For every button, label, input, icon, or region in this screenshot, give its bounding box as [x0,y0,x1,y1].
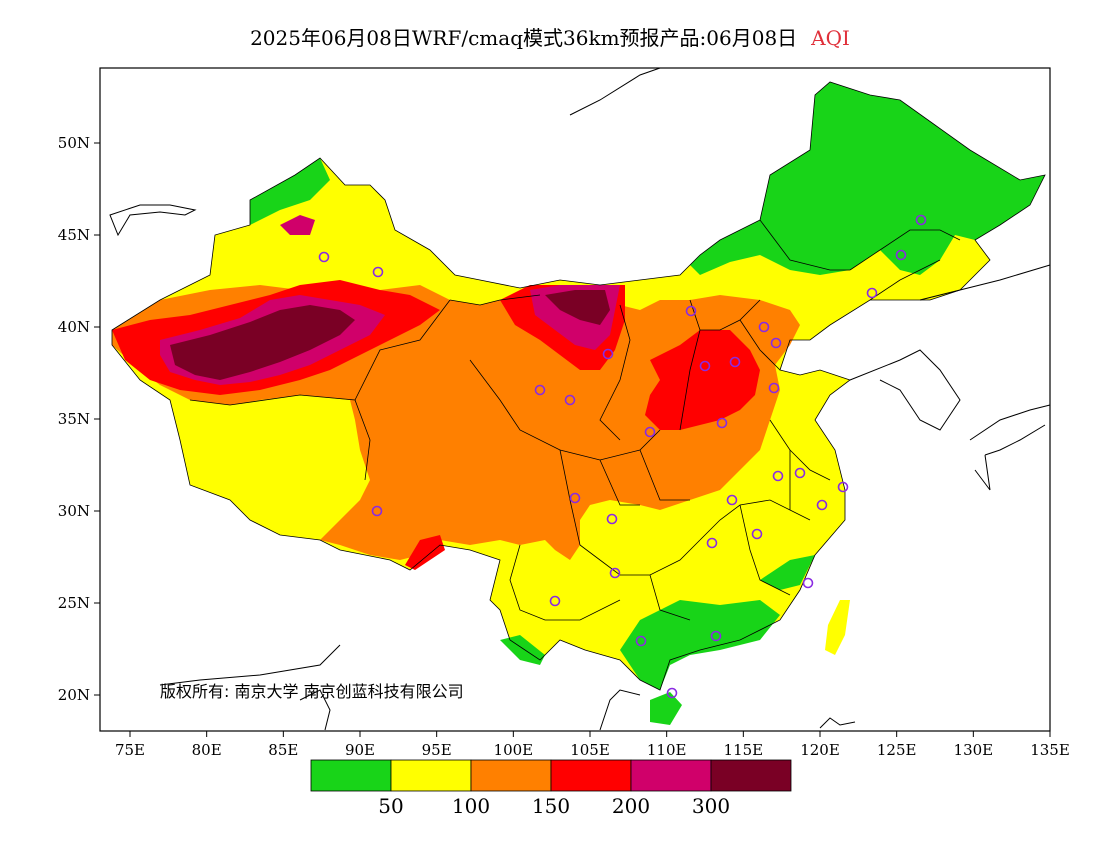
station-marker [816,499,828,511]
station-marker [758,321,770,333]
color-legend: 50 100 150 200 300 [310,759,792,818]
y-tick-label: 40N [58,318,90,336]
y-tick-label: 45N [58,226,90,244]
aqi-region-magenta-xinjiang-small [280,215,315,235]
station-marker [644,426,656,438]
legend-swatch [630,759,712,792]
x-tick-label: 125E [877,741,917,759]
station-marker [768,382,780,394]
y-tick-label: 50N [58,134,90,152]
legend-label: 100 [452,794,490,818]
station-marker [569,492,581,504]
x-tick-label: 135E [1030,741,1070,759]
station-marker [770,337,782,349]
legend-label: 300 [692,794,730,818]
y-tick-label: 25N [58,594,90,612]
station-marker [318,251,330,263]
station-marker [635,635,647,647]
aqi-region-yellow-taiwan [825,600,850,655]
product-label: AQI [811,26,850,50]
x-tick-label: 110E [647,741,687,759]
station-marker [751,528,763,540]
copyright-text: 版权所有: 南京大学 南京创蓝科技有限公司 [160,682,464,701]
legend-label: 200 [612,794,650,818]
legend-label: 50 [378,794,403,818]
legend-swatch [710,759,792,792]
station-marker [772,470,784,482]
x-tick-label: 95E [422,741,452,759]
station-marker [564,394,576,406]
aqi-region-green-northeast [690,82,1045,275]
aqi-region-green-south [620,600,780,690]
y-tick-label: 35N [58,410,90,428]
station-marker [837,481,849,493]
title-text: 2025年06月08日WRF/cmaq模式36km预报产品:06月08日 [250,26,798,50]
aqi-region-green-hainan [650,692,682,725]
x-tick-label: 90E [345,741,375,759]
y-tick-label: 20N [58,686,90,704]
aqi-region-green-east [760,555,815,590]
aqi-region-red-central [645,330,760,430]
station-marker [371,505,383,517]
map-area: 版权所有: 南京大学 南京创蓝科技有限公司 [100,67,1051,731]
station-marker [710,630,722,642]
x-axis: 75E 80E 85E 90E 95E 100E 105E 110E 115E 120E 125E 1… [115,731,1070,759]
station-marker [609,567,621,579]
station-marker [602,348,614,360]
map-frame [99,67,1051,732]
y-axis: 50N 45N 40N 35N 30N 25N 20N [58,134,100,704]
province-boundaries [111,81,1046,691]
monitoring-stations [318,214,927,699]
x-tick-label: 130E [954,741,994,759]
station-marker [794,467,806,479]
aqi-region-green-northwest [250,158,330,225]
x-tick-label: 85E [268,741,298,759]
station-marker [666,687,678,699]
legend-swatch [550,759,632,792]
station-marker [915,214,927,226]
aqi-region-green-southwest [500,635,545,665]
x-tick-label: 100E [494,741,534,759]
station-marker [685,305,697,317]
legend-swatch [390,759,472,792]
x-tick-label: 80E [192,741,222,759]
map-title: 2025年06月08日WRF/cmaq模式36km预报产品:06月08日 AQI [0,22,1100,51]
station-marker [716,417,728,429]
station-marker [802,577,814,589]
y-tick-label: 30N [58,502,90,520]
x-tick-label: 105E [570,741,610,759]
station-marker [706,537,718,549]
station-marker [729,356,741,368]
legend-label: 150 [532,794,570,818]
coastlines [109,67,1051,731]
x-tick-label: 115E [724,741,764,759]
station-marker [895,249,907,261]
station-marker [534,384,546,396]
aqi-region-maroon-xinjiang [170,305,355,380]
legend-swatch [310,759,392,792]
station-marker [372,266,384,278]
station-marker [866,287,878,299]
x-tick-label: 120E [800,741,840,759]
station-marker [726,494,738,506]
aqi-region-red-tibet [405,535,445,570]
station-marker [606,513,618,525]
legend-swatch [470,759,552,792]
aqi-region-maroon-north [545,290,610,325]
station-marker [549,595,561,607]
station-marker [699,360,711,372]
x-tick-label: 75E [115,741,145,759]
